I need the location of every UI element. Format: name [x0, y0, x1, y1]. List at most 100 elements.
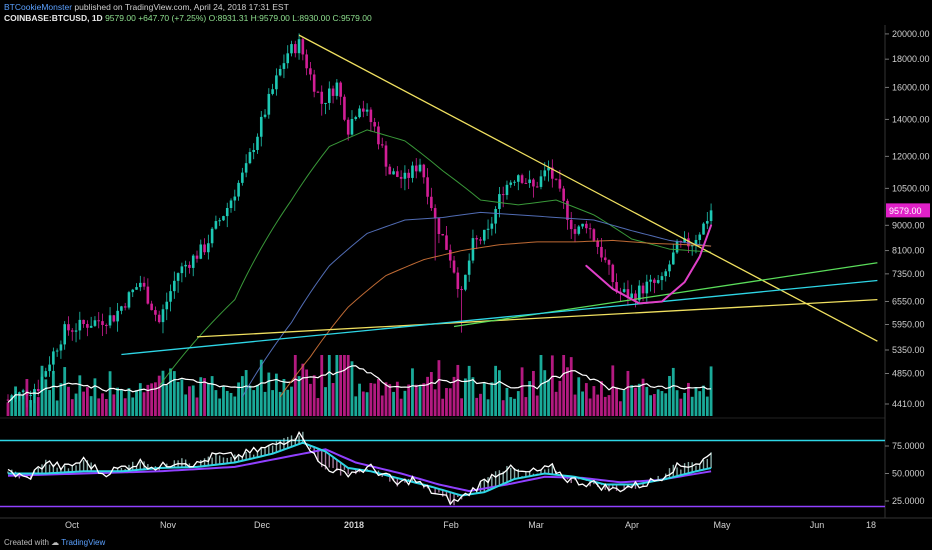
volume-bar — [278, 391, 282, 416]
candle-body — [48, 364, 51, 372]
volume-bar — [592, 386, 596, 416]
volume-bar — [203, 378, 206, 416]
volume-bar — [29, 400, 33, 416]
volume-bar — [452, 376, 456, 416]
candle-body — [82, 319, 85, 325]
candle-body — [592, 229, 596, 241]
volume-bar — [180, 379, 184, 416]
candle-body — [403, 172, 407, 179]
time-tick-label: May — [713, 520, 731, 530]
candle-body — [558, 179, 562, 189]
candle-body — [165, 301, 169, 310]
volume-bar — [463, 378, 467, 416]
candle-body — [675, 240, 679, 253]
volume-bar — [256, 384, 259, 416]
volume-bar — [577, 377, 581, 416]
candle-body — [86, 324, 89, 328]
chart-header: BTCookieMonster published on TradingView… — [4, 2, 372, 24]
candle-body — [89, 325, 93, 328]
volume-bar — [414, 384, 418, 416]
time-tick-label: Jun — [810, 520, 825, 530]
volume-bar — [104, 398, 108, 416]
volume-bar — [600, 381, 603, 416]
volume-bar — [191, 385, 195, 416]
candle-body — [252, 149, 255, 153]
trendline-support-green[interactable] — [453, 262, 878, 328]
candle-body — [600, 246, 603, 258]
symbol-label: COINBASE:BTCUSD, 1D — [4, 13, 103, 23]
candle-body — [275, 75, 278, 90]
trendline-resistance[interactable] — [298, 34, 878, 342]
volume-bar — [17, 395, 21, 416]
candle-body — [309, 68, 312, 75]
price-tick-label: 20000.00 — [892, 29, 930, 39]
candle-body — [445, 235, 448, 250]
volume-bar — [634, 387, 637, 416]
volume-bar — [532, 370, 535, 416]
volume-bar — [554, 391, 558, 416]
cup-pattern-curve[interactable] — [585, 224, 713, 305]
candle-body — [482, 229, 486, 241]
volume-bar — [44, 379, 48, 416]
volume-bar — [210, 376, 214, 416]
volume-bar — [237, 382, 240, 416]
volume-ma-line — [7, 365, 712, 403]
volume-bar — [573, 394, 577, 416]
time-tick-label: Apr — [625, 520, 639, 530]
candle-body — [358, 108, 361, 118]
volume-bar — [67, 386, 70, 416]
volume-bar — [584, 383, 588, 416]
oscillator-panel: 25.0000 50.0000 75.0000 — [0, 431, 925, 508]
candle-body — [237, 182, 240, 197]
candle-body — [188, 264, 191, 268]
volume-bar — [618, 401, 622, 416]
candle-body — [709, 210, 713, 222]
trendline-support-cyan[interactable] — [121, 279, 878, 356]
volume-bar — [384, 382, 388, 416]
volume-bar — [683, 392, 687, 416]
volume-bar — [637, 383, 641, 416]
volume-bar — [490, 382, 494, 416]
candle-body — [331, 88, 335, 96]
volume-bar — [82, 391, 85, 416]
candle-body — [21, 390, 25, 393]
tradingview-link[interactable]: TradingView — [61, 538, 106, 547]
volume-bar — [97, 398, 101, 416]
candle-body — [486, 228, 490, 230]
candle-body — [501, 194, 505, 196]
volume-bar — [154, 382, 157, 416]
trendline-support-yellow[interactable] — [196, 299, 878, 338]
volume-bar — [694, 387, 698, 416]
candle-body — [532, 179, 535, 187]
author-link[interactable]: BTCookieMonster — [4, 2, 73, 12]
volume-bar — [437, 360, 441, 416]
candle-body — [301, 39, 305, 55]
candle-body — [343, 96, 346, 120]
candle-body — [524, 182, 528, 184]
candle-body — [690, 245, 694, 247]
candle-body — [316, 91, 320, 93]
candle-body — [278, 68, 282, 76]
candle-body — [626, 289, 630, 298]
volume-bar — [116, 387, 120, 416]
volume-bar — [267, 372, 271, 416]
candle-body — [44, 371, 48, 377]
oscillator-tick-label: 75.0000 — [892, 441, 925, 451]
volume-bar — [675, 390, 679, 416]
time-tick-label: Dec — [254, 520, 271, 530]
volume-bar — [55, 400, 59, 416]
candle-body — [498, 194, 501, 209]
volume-bar — [687, 382, 690, 416]
time-axis: Oct Nov Dec 2018 Feb Mar Apr May Jun 18 — [65, 520, 876, 530]
candle-body — [157, 314, 161, 323]
volume-bar — [176, 381, 180, 416]
volume-bar — [645, 386, 649, 416]
volume-bar — [327, 355, 331, 416]
volume-bar — [286, 389, 290, 416]
candle-body — [362, 108, 365, 112]
candle-body — [93, 320, 97, 326]
volume-bar — [671, 367, 675, 416]
volume-bar — [350, 361, 354, 416]
candle-body — [191, 255, 195, 268]
